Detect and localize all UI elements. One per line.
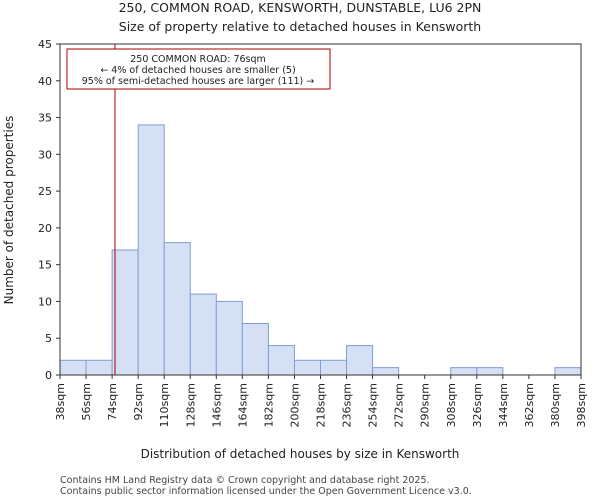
bar-92sqm bbox=[137, 124, 165, 376]
bars-group bbox=[59, 124, 582, 376]
x-ticks-group: 38sqm 56sqm 74sqm 92sqm 110sqm 128sqm 146sqm 16… bbox=[54, 375, 588, 427]
x-tick-label: 74sqm bbox=[106, 383, 119, 420]
bar-254sqm bbox=[372, 367, 400, 376]
x-tick-label: 308sqm bbox=[445, 383, 458, 427]
bar-236sqm bbox=[346, 345, 374, 376]
bar-182sqm bbox=[267, 345, 295, 376]
x-axis-label: Distribution of detached houses by size … bbox=[141, 447, 460, 461]
footer-line-2: Contains public sector information licen… bbox=[60, 486, 472, 497]
y-tick-label: 15 bbox=[38, 259, 52, 272]
y-tick-label: 20 bbox=[38, 222, 52, 235]
x-tick-label: 200sqm bbox=[288, 383, 301, 427]
x-tick-label: 272sqm bbox=[393, 383, 406, 427]
x-tick-label: 182sqm bbox=[262, 383, 275, 427]
bar-128sqm bbox=[189, 293, 217, 376]
x-tick-label: 380sqm bbox=[549, 383, 562, 427]
x-tick-label: 56sqm bbox=[80, 383, 93, 420]
x-tick-label: 290sqm bbox=[419, 383, 432, 427]
y-axis-label: Number of detached properties bbox=[2, 116, 16, 305]
y-ticks-group: 0 5 10 15 20 25 30 35 40 45 bbox=[38, 38, 60, 382]
annotation-box: 250 COMMON ROAD: 76sqm ← 4% of detached … bbox=[66, 48, 331, 90]
x-tick-label: 38sqm bbox=[54, 383, 67, 420]
x-tick-label: 164sqm bbox=[236, 383, 249, 427]
x-tick-label: 218sqm bbox=[315, 383, 328, 427]
chart-subtitle: Size of property relative to detached ho… bbox=[119, 19, 481, 34]
x-tick-label: 362sqm bbox=[523, 383, 536, 427]
y-tick-label: 10 bbox=[38, 295, 52, 308]
bar-56sqm bbox=[85, 359, 113, 376]
y-tick-label: 25 bbox=[38, 185, 52, 198]
bar-308sqm bbox=[450, 367, 478, 376]
bar-38sqm bbox=[59, 359, 87, 376]
x-tick-label: 236sqm bbox=[341, 383, 354, 427]
y-tick-label: 30 bbox=[38, 148, 52, 161]
x-tick-label: 254sqm bbox=[367, 383, 380, 427]
y-tick-label: 40 bbox=[38, 75, 52, 88]
bar-218sqm bbox=[320, 359, 348, 376]
y-tick-label: 45 bbox=[38, 38, 52, 51]
x-tick-label: 146sqm bbox=[210, 383, 223, 427]
x-tick-label: 110sqm bbox=[158, 383, 171, 427]
bar-74sqm bbox=[111, 249, 139, 376]
y-tick-label: 0 bbox=[45, 369, 52, 382]
bar-380sqm bbox=[554, 367, 582, 376]
annotation-line-2: ← 4% of detached houses are smaller (5) bbox=[100, 65, 295, 76]
bar-164sqm bbox=[241, 323, 269, 376]
y-tick-label: 5 bbox=[45, 332, 52, 345]
footer-line-1: Contains HM Land Registry data © Crown c… bbox=[60, 475, 430, 486]
x-tick-label: 128sqm bbox=[184, 383, 197, 427]
annotation-line-1: 250 COMMON ROAD: 76sqm bbox=[130, 54, 266, 65]
x-tick-label: 92sqm bbox=[132, 383, 145, 420]
x-tick-label: 326sqm bbox=[471, 383, 484, 427]
y-tick-label: 35 bbox=[38, 112, 52, 125]
bar-146sqm bbox=[215, 300, 243, 376]
x-tick-label: 398sqm bbox=[575, 383, 588, 427]
annotation-frame bbox=[66, 48, 331, 90]
bar-110sqm bbox=[163, 242, 191, 376]
x-tick-label: 344sqm bbox=[497, 383, 510, 427]
chart-title: 250, COMMON ROAD, KENSWORTH, DUNSTABLE, … bbox=[119, 0, 482, 15]
annotation-line-3: 95% of semi-detached houses are larger (… bbox=[82, 76, 315, 87]
bar-200sqm bbox=[293, 359, 322, 376]
bar-326sqm bbox=[476, 367, 504, 376]
